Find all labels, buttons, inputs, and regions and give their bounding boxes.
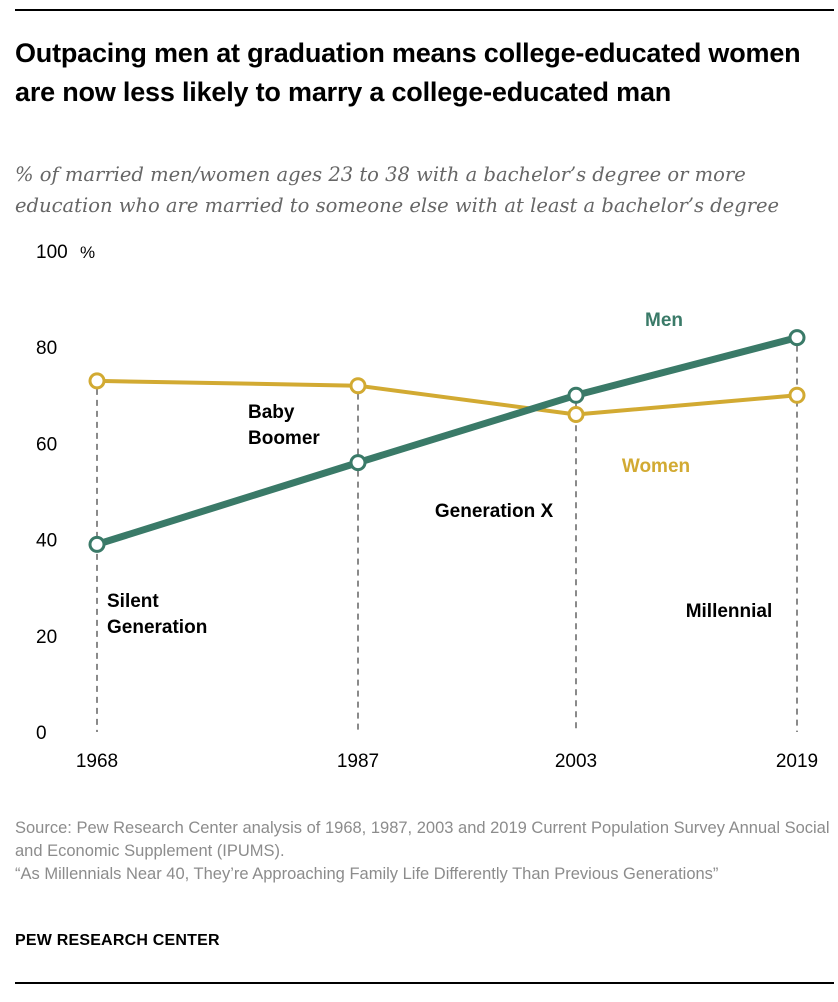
y-tick-label: 60 (36, 434, 57, 455)
y-tick-label: 20 (36, 627, 57, 648)
y-axis-ticks: 0 20 40 60 80 100% (36, 242, 95, 744)
data-point-women (88, 372, 106, 390)
annotation-labels: Men Women Silent Generation Baby Boomer Genera… (107, 310, 772, 638)
generation-label: Millennial (686, 601, 773, 622)
source-note: Source: Pew Research Center analysis of … (15, 819, 830, 860)
brand-logo-text: PEW RESEARCH CENTER (15, 932, 220, 949)
data-point-men (349, 454, 367, 472)
series-label-women: Women (622, 456, 690, 477)
x-axis-ticks: 1968 1987 2003 2019 (76, 751, 818, 772)
footer-source: Source: Pew Research Center analysis of … (15, 817, 833, 886)
x-tick-label: 2019 (776, 751, 818, 772)
series-label-men: Men (645, 310, 683, 331)
x-tick-label: 1987 (337, 751, 379, 772)
y-tick-label: 0 (36, 723, 47, 744)
y-unit-label: % (80, 243, 95, 262)
chart-subtitle: % of married men/women ages 23 to 38 wit… (15, 163, 780, 217)
y-tick-label: 100 (36, 242, 68, 263)
line-chart: 0 20 40 60 80 100% 1968 1987 2003 2019 Men Women S… (36, 242, 818, 772)
y-tick-label: 80 (36, 338, 57, 359)
data-point-women (567, 406, 585, 423)
generation-label: Generation (107, 617, 207, 638)
data-point-men (88, 535, 106, 553)
generation-label: Baby (248, 402, 295, 423)
dashed-year-lines (96, 345, 798, 732)
top-rule (15, 9, 834, 11)
generation-label: Generation X (435, 501, 554, 522)
data-point-men (567, 386, 585, 404)
data-points (88, 329, 806, 553)
chart-title: Outpacing men at graduation means colleg… (15, 38, 801, 107)
data-point-women (788, 386, 806, 404)
bottom-rule (15, 982, 834, 984)
x-tick-label: 1968 (76, 751, 118, 772)
report-title: “As Millennials Near 40, They’re Approac… (15, 865, 719, 883)
series-line-men (95, 334, 798, 548)
x-tick-label: 2003 (555, 751, 597, 772)
data-point-women (349, 377, 367, 395)
series-line-women (96, 378, 798, 417)
generation-label: Boomer (248, 428, 320, 449)
generation-label: Silent (107, 591, 159, 612)
data-point-men (788, 329, 806, 347)
y-tick-label: 40 (36, 531, 57, 552)
series-lines (95, 334, 798, 548)
